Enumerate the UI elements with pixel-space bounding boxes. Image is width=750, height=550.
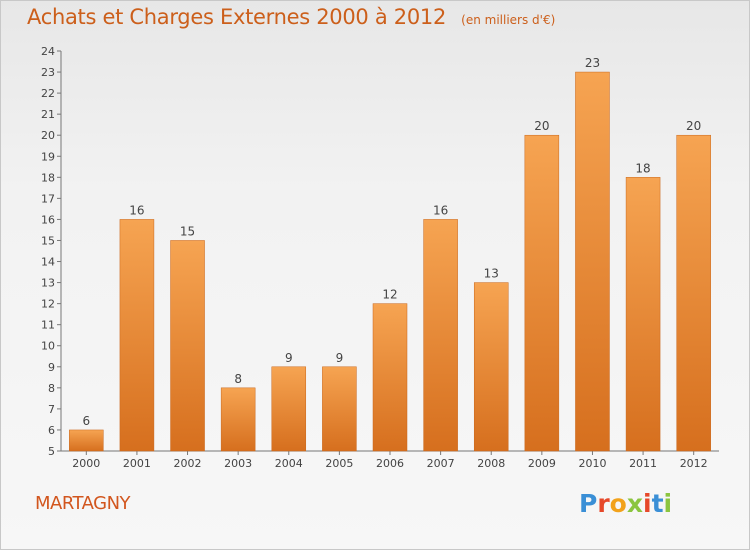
data-label: 6 [82,414,90,428]
y-tick-label: 21 [41,108,55,121]
y-tick-label: 7 [48,403,55,416]
proxiti-logo: Proxiti [579,489,672,518]
y-tick-label: 19 [41,150,55,163]
chart-subtitle: (en milliers d'€) [461,13,556,27]
x-tick-label: 2009 [528,457,556,470]
y-tick-label: 8 [48,382,55,395]
y-tick-label: 17 [41,192,55,205]
y-tick-label: 11 [41,319,55,332]
x-tick-label: 2006 [376,457,404,470]
y-tick-label: 20 [41,129,55,142]
data-label: 20 [686,119,701,133]
data-label: 12 [382,288,397,302]
data-label: 20 [534,119,549,133]
data-label: 9 [336,351,344,365]
x-tick-label: 2003 [224,457,252,470]
x-tick-label: 2011 [629,457,657,470]
data-label: 16 [129,203,144,217]
x-tick-label: 2004 [275,457,303,470]
logo-letter: i [643,489,652,518]
bar-2002 [170,240,205,452]
bar-2012 [676,134,711,452]
x-tick-label: 2007 [427,457,455,470]
bar-2008 [473,282,509,452]
logo-letter: x [626,489,643,518]
data-label: 18 [635,161,650,175]
x-tick-label: 2005 [325,457,353,470]
bar-2001 [119,219,155,452]
chart-header: Achats et Charges Externes 2000 à 2012 (… [27,5,555,29]
bar-2000 [69,429,104,452]
data-label: 16 [433,203,448,217]
y-tick-label: 23 [41,66,55,79]
y-tick-label: 9 [48,361,55,374]
y-tick-label: 6 [48,424,55,437]
y-tick-label: 10 [41,340,55,353]
data-label: 23 [585,56,600,70]
bar-2009 [524,134,560,452]
bar-2010 [575,71,610,452]
logo-letter: i [663,489,673,518]
data-label: 9 [285,351,293,365]
logo-letter: P [579,489,598,518]
y-tick-label: 15 [41,234,55,247]
logo-letter: t [651,489,664,518]
x-tick-label: 2002 [174,457,202,470]
logo-letter: r [597,489,610,518]
y-tick-label: 24 [41,45,55,58]
x-tick-label: 2008 [477,457,505,470]
bar-2004 [271,366,307,452]
x-tick-label: 2000 [72,457,100,470]
x-tick-label: 2001 [123,457,151,470]
bar-2011 [625,177,661,452]
bar-2003 [220,387,256,452]
y-tick-label: 16 [41,213,55,226]
y-tick-label: 12 [41,298,55,311]
x-tick-label: 2012 [680,457,708,470]
y-tick-label: 14 [41,256,55,269]
data-label: 13 [484,267,499,281]
data-label: 8 [234,372,242,386]
bar-2006 [372,303,408,452]
logo-letter: o [609,489,627,518]
y-tick-label: 22 [41,87,55,100]
data-label: 15 [180,224,195,238]
bar-2007 [423,219,458,452]
y-tick-label: 18 [41,171,55,184]
y-tick-label: 13 [41,277,55,290]
y-tick-label: 5 [48,445,55,458]
bar-2005 [322,366,357,452]
commune-name: MARTAGNY [35,493,131,514]
x-tick-label: 2010 [578,457,606,470]
chart-title: Achats et Charges Externes 2000 à 2012 [27,5,447,29]
